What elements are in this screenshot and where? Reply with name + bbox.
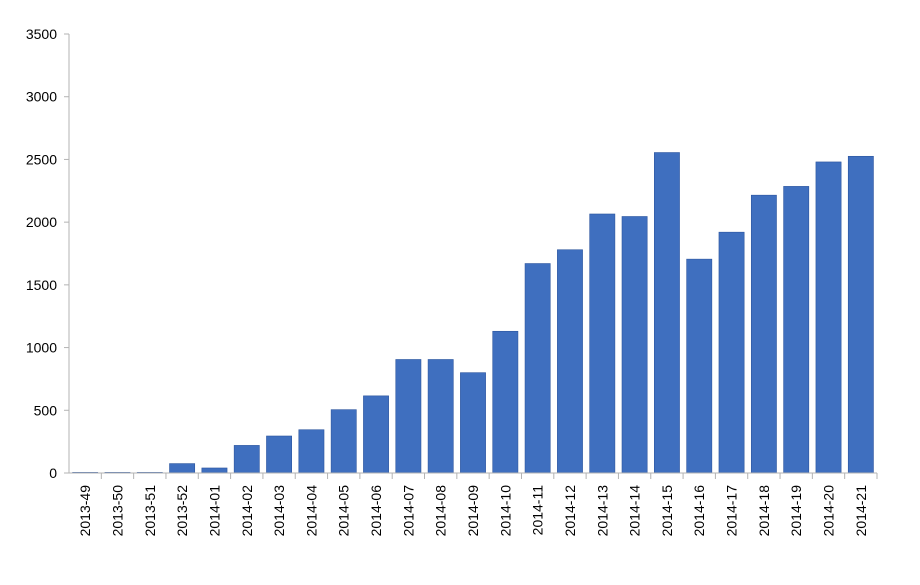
bar-2014-16 xyxy=(686,258,713,474)
y-tick-label: 1500 xyxy=(26,277,57,293)
x-tick-label: 2014-04 xyxy=(303,485,319,537)
y-tick-label: 3500 xyxy=(26,26,57,42)
bar-2014-08 xyxy=(427,359,454,474)
bar-2014-11 xyxy=(524,263,551,474)
bar-2014-13 xyxy=(589,213,616,474)
y-tick-label: 2500 xyxy=(26,151,57,167)
x-tick-label: 2014-02 xyxy=(239,485,255,537)
x-tick-label: 2013-50 xyxy=(109,485,125,537)
bar-2014-09 xyxy=(460,372,486,474)
bar-2014-17 xyxy=(718,231,745,474)
y-tick-label: 3000 xyxy=(26,89,57,105)
x-tick-label: 2014-09 xyxy=(465,485,481,537)
x-tick-label: 2014-21 xyxy=(853,485,869,537)
bar-2014-12 xyxy=(557,249,583,474)
x-tick-label: 2014-10 xyxy=(497,485,513,537)
x-tick-label: 2014-16 xyxy=(691,485,707,537)
bar-2014-20 xyxy=(815,161,842,474)
bar-series xyxy=(72,152,874,474)
x-tick-label: 2014-19 xyxy=(788,485,804,537)
y-tick-label: 1000 xyxy=(26,340,57,356)
bar-2014-10 xyxy=(492,330,519,474)
x-tick-label: 2014-01 xyxy=(206,485,222,537)
x-tick-label: 2014-11 xyxy=(530,485,546,536)
x-tick-label: 2014-13 xyxy=(594,485,610,537)
bar-2014-07 xyxy=(395,359,422,474)
bar-2014-19 xyxy=(783,186,810,474)
x-tick-label: 2014-08 xyxy=(433,485,449,537)
y-axis: 0 500 1000 1500 2000 2500 3000 3500 xyxy=(26,26,70,481)
bar-2014-01 xyxy=(201,467,228,474)
x-tick-label: 2014-14 xyxy=(627,485,643,537)
x-tick-label: 2013-52 xyxy=(174,485,190,537)
y-tick-label: 2000 xyxy=(26,214,57,230)
bar-2014-02 xyxy=(233,445,260,474)
y-tick-label: 0 xyxy=(49,465,57,481)
bar-2014-14 xyxy=(621,216,648,474)
bar-2014-05 xyxy=(330,409,357,474)
y-tick-label: 500 xyxy=(34,402,58,418)
x-tick-label: 2014-06 xyxy=(368,485,384,537)
bar-2013-52 xyxy=(169,463,196,474)
x-tick-label: 2013-49 xyxy=(77,485,93,537)
bar-2014-21 xyxy=(847,155,874,474)
x-tick-label: 2013-51 xyxy=(142,485,158,537)
x-tick-label: 2014-03 xyxy=(271,485,287,537)
x-tick-label: 2014-15 xyxy=(659,485,675,537)
x-tick-label: 2014-07 xyxy=(400,485,416,537)
x-tick-label: 2014-17 xyxy=(724,485,740,537)
bar-2014-04 xyxy=(298,429,325,474)
bar-2014-18 xyxy=(750,194,777,474)
bar-2014-06 xyxy=(363,395,389,474)
x-tick-label: 2014-05 xyxy=(336,485,352,537)
bar-2014-03 xyxy=(266,435,292,474)
x-tick-label: 2014-18 xyxy=(756,485,772,537)
bar-2014-15 xyxy=(654,152,680,474)
x-tick-label: 2014-12 xyxy=(562,485,578,537)
x-tick-label: 2014-20 xyxy=(821,485,837,537)
x-axis: 2013-49 2013-50 2013-51 2013-52 2014-01 2014-… xyxy=(69,472,878,537)
